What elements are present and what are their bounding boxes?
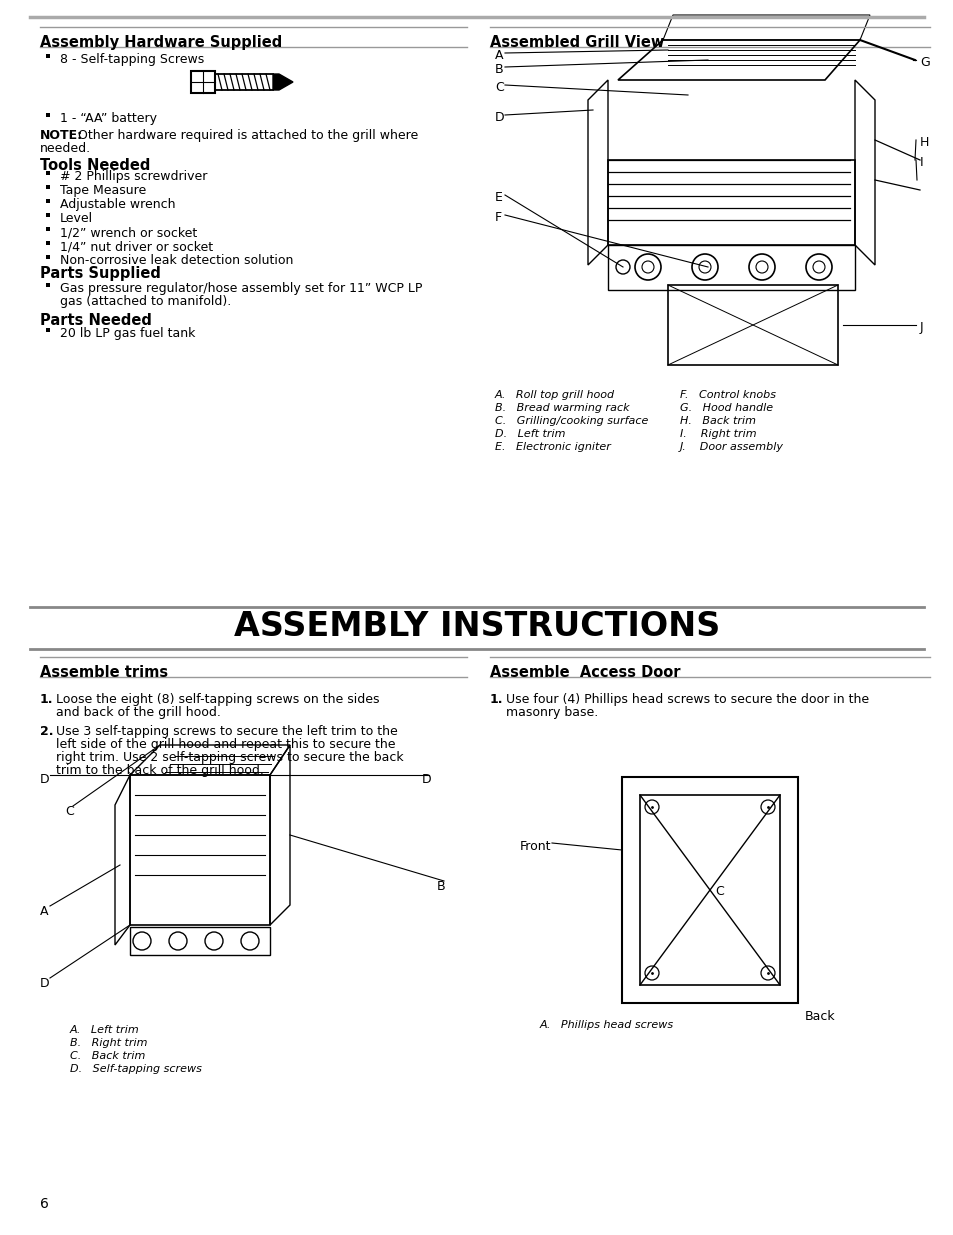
Bar: [607, 245, 854, 290]
Text: Use 3 self-tapping screws to secure the left trim to the: Use 3 self-tapping screws to secure the …: [56, 725, 397, 739]
Text: A: A: [495, 49, 503, 62]
Text: B.   Right trim: B. Right trim: [70, 1037, 148, 1049]
Text: D: D: [421, 773, 431, 785]
Text: A.   Roll top grill hood: A. Roll top grill hood: [495, 390, 615, 400]
FancyArrow shape: [273, 74, 293, 90]
Text: G.   Hood handle: G. Hood handle: [679, 403, 772, 412]
Text: G: G: [919, 56, 929, 69]
Text: gas (attached to manifold).: gas (attached to manifold).: [60, 295, 231, 308]
Text: Use four (4) Phillips head screws to secure the door in the: Use four (4) Phillips head screws to sec…: [505, 693, 868, 706]
Bar: [621, 777, 797, 1003]
Text: masonry base.: masonry base.: [505, 706, 598, 719]
Text: Non-corrosive leak detection solution: Non-corrosive leak detection solution: [60, 254, 294, 267]
Text: Parts Needed: Parts Needed: [40, 312, 152, 329]
Text: J: J: [919, 321, 923, 333]
Text: Assembly Hardware Supplied: Assembly Hardware Supplied: [40, 35, 282, 49]
Text: right trim. Use 2 self-tapping screws to secure the back: right trim. Use 2 self-tapping screws to…: [56, 751, 403, 764]
Text: A.   Phillips head screws: A. Phillips head screws: [539, 1020, 674, 1030]
Text: 1.: 1.: [490, 693, 503, 706]
Text: C.   Back trim: C. Back trim: [70, 1051, 145, 1061]
Bar: [639, 795, 780, 986]
Text: D.   Left trim: D. Left trim: [495, 429, 565, 438]
Text: NOTE:: NOTE:: [40, 128, 83, 142]
Text: D: D: [40, 977, 50, 990]
Text: D: D: [495, 111, 504, 124]
Text: I.    Right trim: I. Right trim: [679, 429, 756, 438]
Text: Assemble  Access Door: Assemble Access Door: [490, 664, 679, 680]
Text: left side of the grill hood and repeat this to secure the: left side of the grill hood and repeat t…: [56, 739, 395, 751]
Text: H.   Back trim: H. Back trim: [679, 416, 755, 426]
Text: C: C: [714, 885, 723, 898]
Text: 1 - “AA” battery: 1 - “AA” battery: [60, 112, 157, 125]
Text: 1/4” nut driver or socket: 1/4” nut driver or socket: [60, 240, 213, 253]
Text: Parts Supplied: Parts Supplied: [40, 266, 161, 282]
Text: D: D: [40, 773, 50, 785]
Text: Front: Front: [519, 840, 551, 853]
Text: Loose the eight (8) self-tapping screws on the sides: Loose the eight (8) self-tapping screws …: [56, 693, 379, 706]
Text: 1.: 1.: [40, 693, 53, 706]
Bar: [130, 927, 270, 955]
Text: B.   Bread warming rack: B. Bread warming rack: [495, 403, 629, 412]
Bar: [607, 161, 854, 245]
Text: needed.: needed.: [40, 142, 91, 156]
Text: 8 - Self-tapping Screws: 8 - Self-tapping Screws: [60, 53, 204, 65]
Text: D.   Self-tapping screws: D. Self-tapping screws: [70, 1065, 202, 1074]
Text: A: A: [40, 905, 49, 918]
Text: ASSEMBLY INSTRUCTIONS: ASSEMBLY INSTRUCTIONS: [233, 610, 720, 642]
Text: C: C: [495, 82, 503, 94]
Text: F: F: [495, 211, 501, 224]
Text: J.    Door assembly: J. Door assembly: [679, 442, 783, 452]
Text: 1/2” wrench or socket: 1/2” wrench or socket: [60, 226, 197, 240]
Text: Back: Back: [804, 1010, 835, 1023]
Text: Tape Measure: Tape Measure: [60, 184, 146, 198]
Text: E: E: [495, 191, 502, 204]
Text: F.   Control knobs: F. Control knobs: [679, 390, 775, 400]
Text: A.   Left trim: A. Left trim: [70, 1025, 139, 1035]
Text: Assemble trims: Assemble trims: [40, 664, 168, 680]
Text: Other hardware required is attached to the grill where: Other hardware required is attached to t…: [74, 128, 417, 142]
Text: trim to the back of the grill hood.: trim to the back of the grill hood.: [56, 764, 264, 777]
Text: C: C: [65, 805, 73, 818]
Text: 20 lb LP gas fuel tank: 20 lb LP gas fuel tank: [60, 327, 195, 340]
Text: E.   Electronic igniter: E. Electronic igniter: [495, 442, 610, 452]
Text: and back of the grill hood.: and back of the grill hood.: [56, 706, 221, 719]
Text: C.   Grilling/cooking surface: C. Grilling/cooking surface: [495, 416, 648, 426]
Text: Level: Level: [60, 212, 93, 225]
Text: 6: 6: [40, 1197, 49, 1212]
Text: # 2 Phillips screwdriver: # 2 Phillips screwdriver: [60, 170, 207, 183]
Text: I: I: [919, 156, 923, 169]
Bar: [667, 285, 837, 366]
Text: Gas pressure regulator/hose assembly set for 11” WCP LP: Gas pressure regulator/hose assembly set…: [60, 282, 422, 295]
Text: 2.: 2.: [40, 725, 53, 739]
Text: Assembled Grill View: Assembled Grill View: [490, 35, 663, 49]
Text: Adjustable wrench: Adjustable wrench: [60, 198, 175, 211]
Text: B: B: [436, 881, 445, 893]
Text: Tools Needed: Tools Needed: [40, 158, 151, 173]
Text: B: B: [495, 63, 503, 77]
Bar: [191, 70, 214, 93]
Text: H: H: [919, 136, 928, 149]
